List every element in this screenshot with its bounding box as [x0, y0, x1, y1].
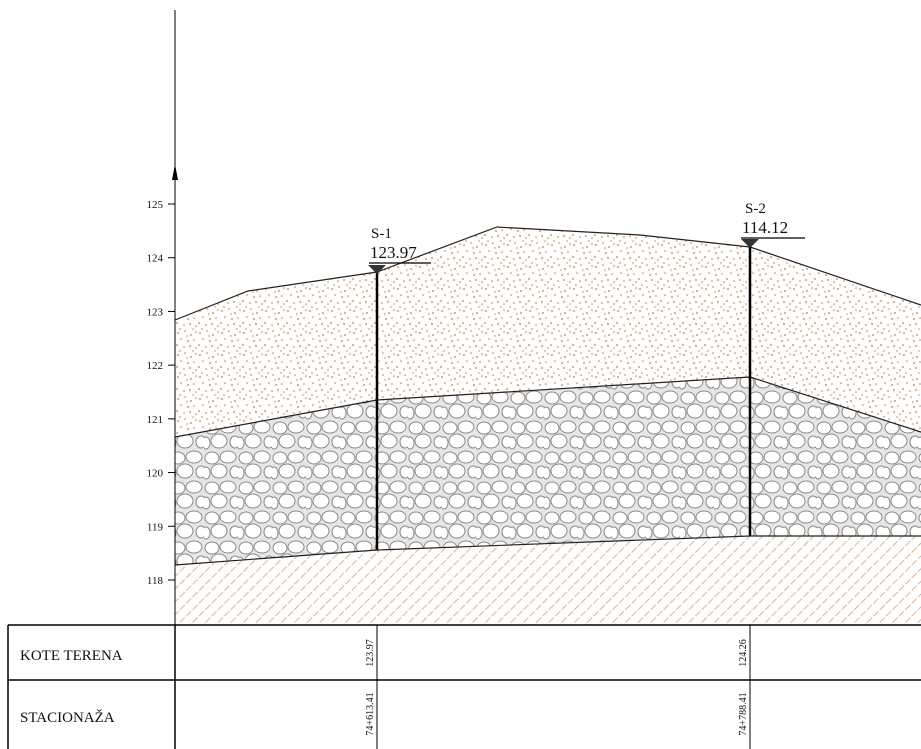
tick-label: 122 — [147, 360, 164, 372]
cell-value: 74+788.41 — [738, 692, 749, 735]
borehole-marker — [741, 239, 759, 248]
layer-boundary — [174, 376, 921, 438]
ticks: 118 119 120 121 122 123 124 125 — [147, 199, 175, 587]
cell-value: 74+613.41 — [365, 692, 376, 735]
axis-arrow — [172, 164, 178, 180]
tick-label: 118 — [147, 575, 164, 587]
borehole: S-2 114.12 — [741, 201, 805, 536]
borehole-marker — [368, 265, 386, 274]
sand-layer — [175, 227, 921, 437]
cell-value: 124.26 — [738, 639, 749, 667]
tick-label: 123 — [147, 306, 164, 318]
table — [7, 624, 921, 749]
layers — [174, 226, 921, 625]
borehole-name: S-1 — [371, 226, 392, 242]
borehole-label: 114.12 — [742, 218, 788, 237]
tick-label: 120 — [147, 468, 164, 480]
tick-label: 119 — [147, 521, 164, 533]
tick-label: 125 — [147, 199, 164, 211]
clay-layer — [175, 536, 921, 625]
layer-boundary — [174, 535, 921, 566]
gravel-layer — [175, 377, 921, 565]
tick-label: 121 — [147, 414, 164, 426]
tick-label: 124 — [147, 253, 164, 265]
row-label: KOTE TERENA — [20, 648, 123, 664]
borehole-label: 123.97 — [370, 243, 417, 262]
row-label: STACIONAŽA — [20, 709, 115, 726]
cell-value: 123.97 — [365, 639, 376, 667]
borehole-name: S-2 — [745, 201, 766, 217]
borehole: S-1 123.97 — [368, 226, 431, 550]
